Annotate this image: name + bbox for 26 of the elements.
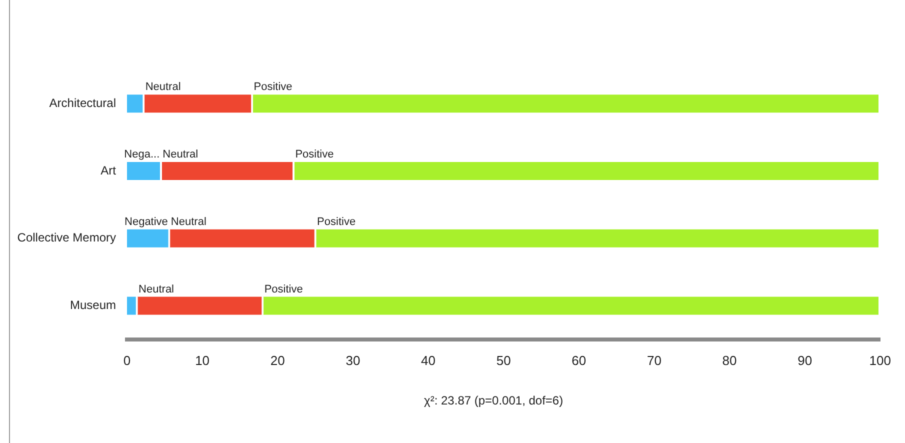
text: χ²: 23.87 (p=0.001, dof=6) (424, 394, 564, 408)
data-label: Neutral (138, 283, 174, 296)
x-tick-label: 70 (646, 352, 662, 368)
data-label: Positive (317, 216, 356, 228)
x-tick-label: 60 (572, 352, 586, 368)
data-label: Positive (254, 81, 292, 94)
x-tick-label: 40 (421, 352, 436, 368)
x-tick-label: 100 (869, 352, 892, 368)
y-tick-label: Architectural (49, 96, 116, 110)
data-label: Positive (264, 283, 303, 296)
data-label: Neutral (170, 216, 206, 228)
x-tick-label: 30 (346, 352, 360, 368)
data-label: Positive (295, 148, 334, 161)
data-label: Neutral (162, 148, 198, 161)
x-tick-label: 80 (722, 352, 737, 368)
x-tick-label: 20 (270, 352, 285, 368)
x-tick-label: 0 (123, 352, 131, 368)
y-tick-label: Art (100, 163, 117, 178)
data-label: Negative (124, 216, 168, 228)
y-tick-label: Collective Memory (17, 230, 116, 245)
y-tick-label: Museum (70, 298, 116, 312)
x-tick-label: 10 (195, 352, 210, 368)
x-tick-label: 90 (798, 352, 812, 368)
data-label: Neutral (145, 81, 181, 94)
data-label: Nega... (124, 148, 160, 161)
x-tick-label: 50 (496, 352, 511, 368)
